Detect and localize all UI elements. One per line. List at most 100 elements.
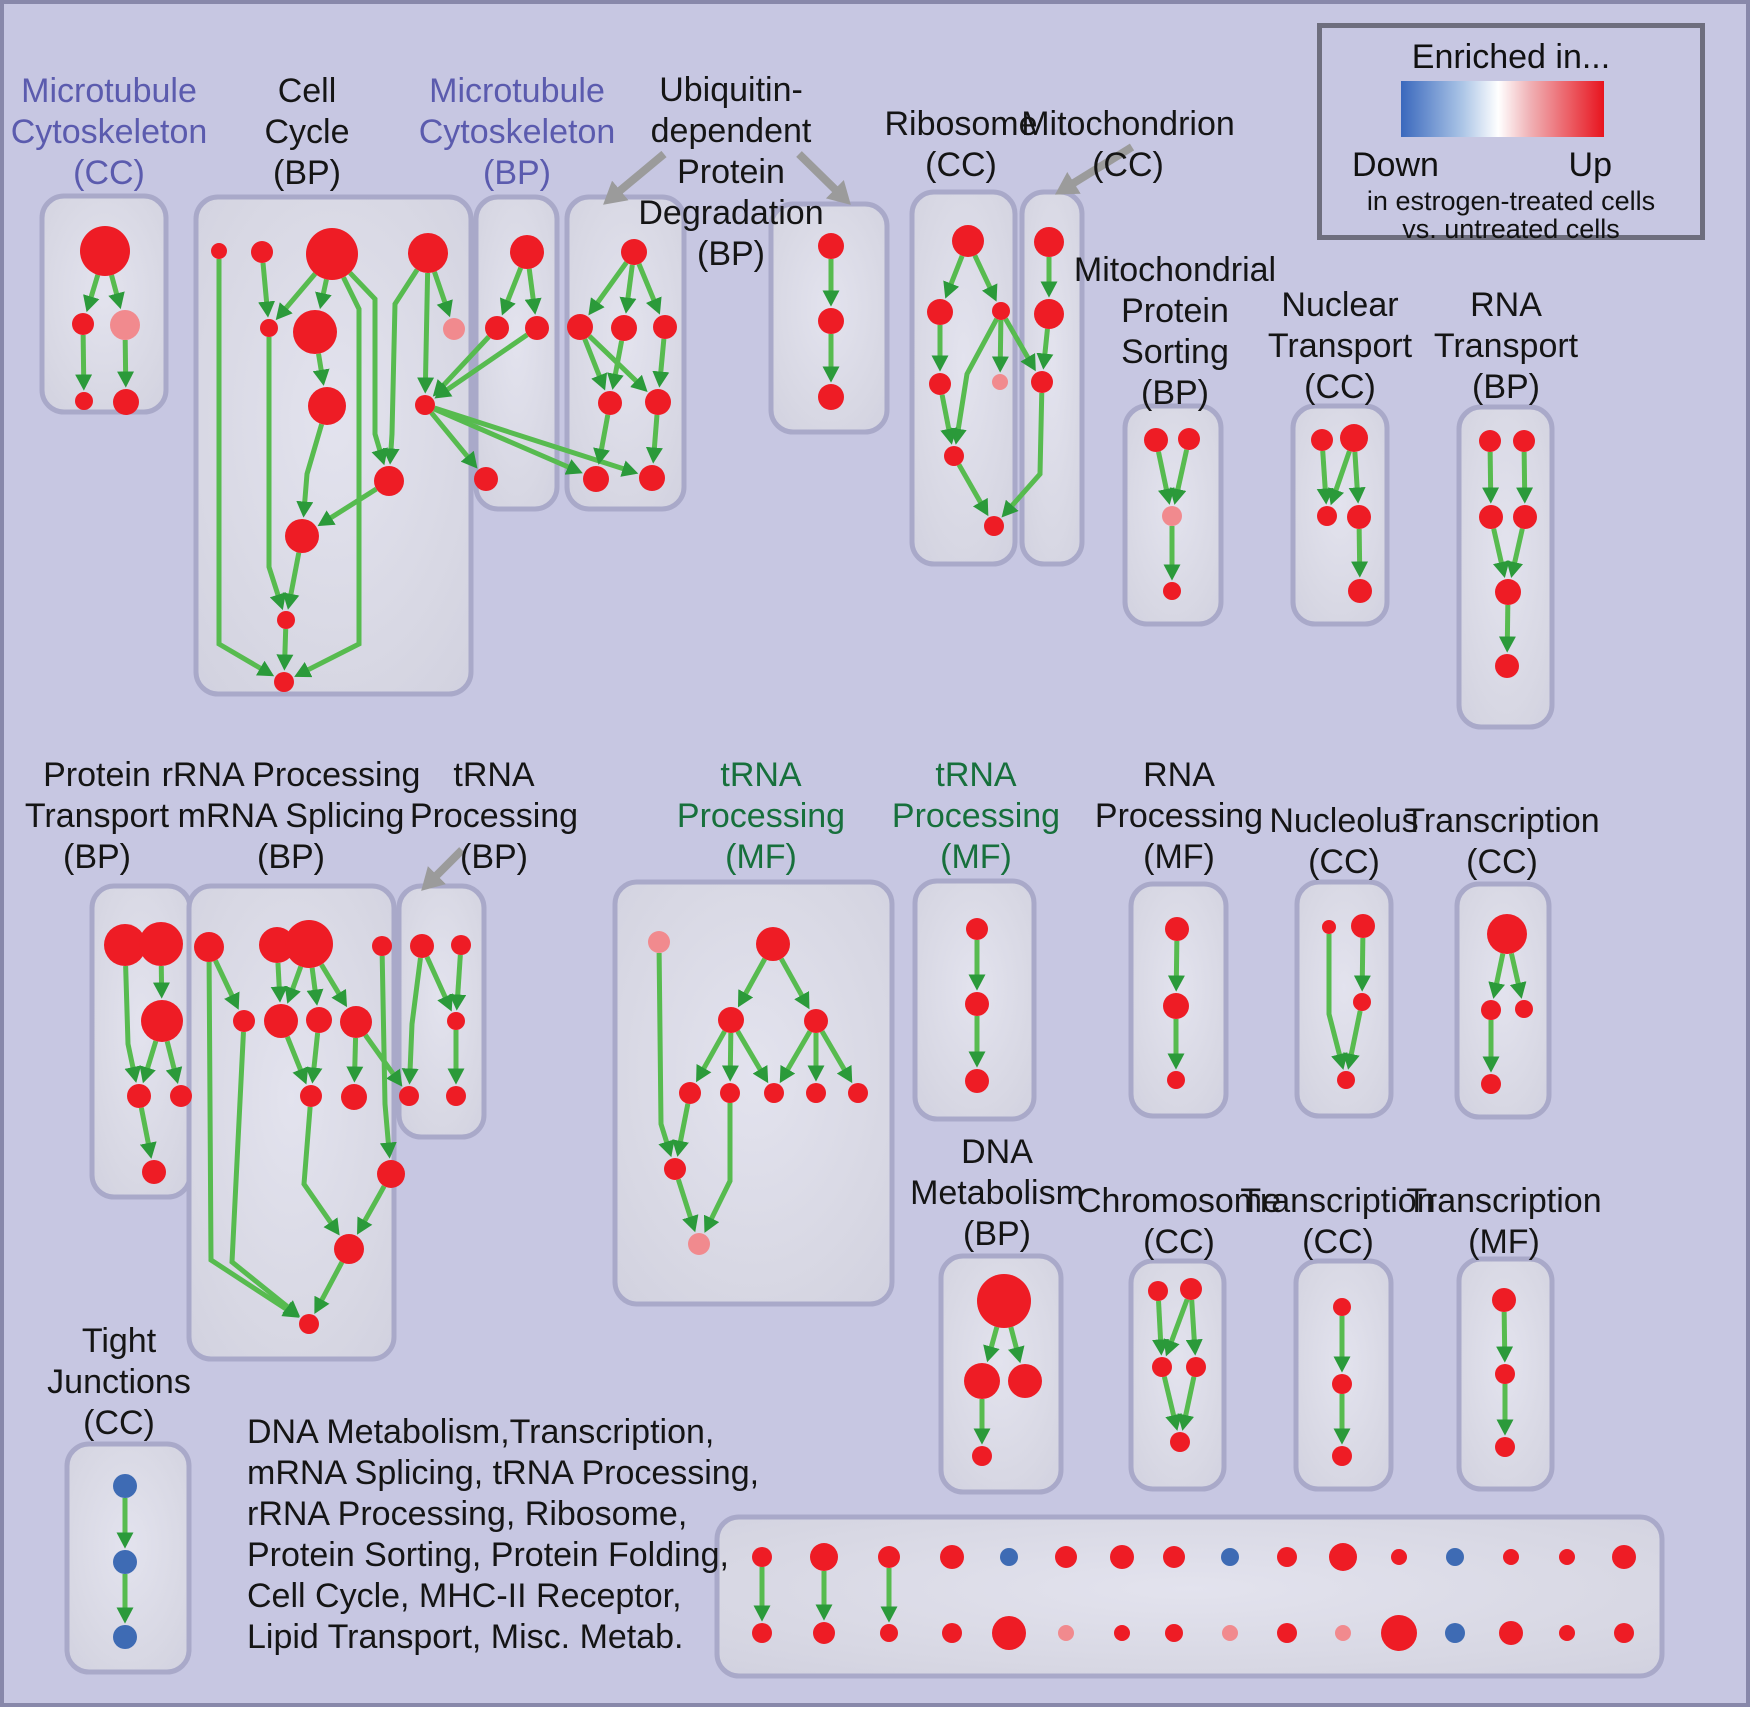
gene-node	[1495, 1437, 1515, 1457]
gene-node	[1277, 1547, 1297, 1567]
edge-arrow	[276, 628, 294, 671]
edge-arrow	[607, 340, 625, 390]
gene-node	[1353, 993, 1371, 1011]
edge-arrow	[1003, 317, 1036, 372]
cluster-label-ribosome: Ribosome (CC)	[884, 105, 1038, 184]
gene-node	[127, 1084, 151, 1108]
gene-node	[810, 1543, 838, 1571]
gene-node	[525, 316, 549, 340]
gene-node	[752, 1547, 772, 1567]
edge-arrow	[138, 1107, 157, 1159]
gene-node	[756, 927, 790, 961]
gene-node	[567, 314, 593, 340]
gene-node	[259, 927, 295, 963]
edge-arrow	[301, 1106, 340, 1236]
gene-node	[965, 1069, 989, 1093]
gene-node	[611, 315, 637, 341]
gene-node	[510, 235, 544, 269]
gene-node	[211, 243, 227, 259]
gene-node	[718, 1007, 744, 1033]
gene-node	[72, 313, 94, 335]
gene-node	[806, 1083, 826, 1103]
edge-arrow	[696, 1030, 727, 1083]
edge-arrow	[83, 274, 101, 313]
gene-node	[377, 1160, 405, 1188]
gene-node	[110, 310, 140, 340]
edge-arrow	[956, 463, 989, 517]
gene-node	[984, 516, 1004, 536]
edge-arrow	[213, 959, 240, 1010]
gene-node	[274, 672, 294, 692]
gene-node	[1008, 1364, 1042, 1398]
edge-arrow	[1185, 1299, 1203, 1356]
gene-node	[804, 1009, 828, 1033]
gene-node	[1481, 1000, 1501, 1020]
cluster-label-protein-transport: Protein Transport (BP)	[24, 756, 170, 876]
gene-node	[1487, 914, 1527, 954]
edge-arrow	[1482, 451, 1500, 504]
gene-node	[1559, 1625, 1575, 1641]
edge-arrow	[499, 266, 524, 316]
gene-node	[447, 1012, 465, 1030]
edge-arrows	[75, 254, 1534, 1624]
cluster-label-mitochondrion: Mitochondrion (CC)	[1021, 105, 1235, 184]
legend-up-label: Up	[1568, 146, 1612, 184]
cluster-box-microtubule-cc	[39, 193, 169, 415]
gene-nodes	[72, 225, 1636, 1651]
cluster-box-nuclear-transport	[1290, 403, 1390, 627]
gene-node	[1337, 1071, 1355, 1089]
gene-node	[621, 239, 647, 265]
cluster-label-dna-metabolism: DNA Metabolism (BP)	[910, 1133, 1084, 1253]
gene-node	[293, 310, 337, 354]
gene-node	[113, 1474, 137, 1498]
gene-node	[1513, 430, 1535, 452]
edge-arrow	[1001, 392, 1045, 518]
edge-arrow	[284, 965, 304, 1004]
edge-arrow	[284, 1035, 309, 1085]
edge-arrow	[282, 552, 302, 610]
gene-node	[443, 318, 465, 340]
gene-node	[1481, 1074, 1501, 1094]
edge-arrow	[1169, 449, 1190, 505]
gene-node	[878, 1546, 900, 1568]
gene-node	[374, 466, 404, 496]
gene-node	[260, 319, 278, 337]
gene-node	[1165, 1624, 1183, 1642]
gene-node	[285, 519, 319, 553]
callout-arrow	[796, 151, 851, 205]
legend-title: Enriched in...	[1411, 38, 1611, 76]
gene-node	[1351, 914, 1375, 938]
edge-arrow	[1177, 1376, 1197, 1431]
edge-arrow	[636, 263, 662, 315]
gene-node	[1277, 1623, 1297, 1643]
gene-node	[598, 391, 622, 415]
cluster-label-tight-junctions: Tight Junctions (CC)	[47, 1322, 191, 1442]
gene-node	[142, 1160, 166, 1184]
edge-arrow	[206, 961, 300, 1318]
gene-node	[1499, 1621, 1523, 1645]
edge-arrow	[270, 962, 288, 1003]
edge-arrow	[779, 957, 810, 1010]
gene-node	[1311, 429, 1333, 451]
gene-node	[334, 1234, 364, 1264]
gene-node	[653, 315, 677, 339]
gene-node	[965, 992, 989, 1016]
gene-node	[813, 1622, 835, 1644]
cluster-label-transcription-cc-1: Transcription (CC)	[1404, 802, 1600, 881]
callout-arrow	[421, 847, 465, 891]
gene-node	[1114, 1625, 1130, 1641]
edge-arrow	[296, 423, 325, 518]
gene-node	[848, 1083, 868, 1103]
gene-node	[992, 374, 1008, 390]
gene-node	[1446, 1548, 1464, 1566]
gene-node	[992, 1616, 1026, 1650]
gene-node	[300, 1085, 322, 1107]
gene-node	[1163, 582, 1181, 600]
gene-node	[139, 922, 183, 966]
legend-gradient-bar	[1401, 81, 1604, 137]
gene-node	[664, 1158, 686, 1180]
edge-arrow	[434, 332, 529, 399]
cluster-label-chromosome: Chromosome (CC)	[1076, 1182, 1282, 1261]
gene-node	[1170, 1432, 1190, 1452]
